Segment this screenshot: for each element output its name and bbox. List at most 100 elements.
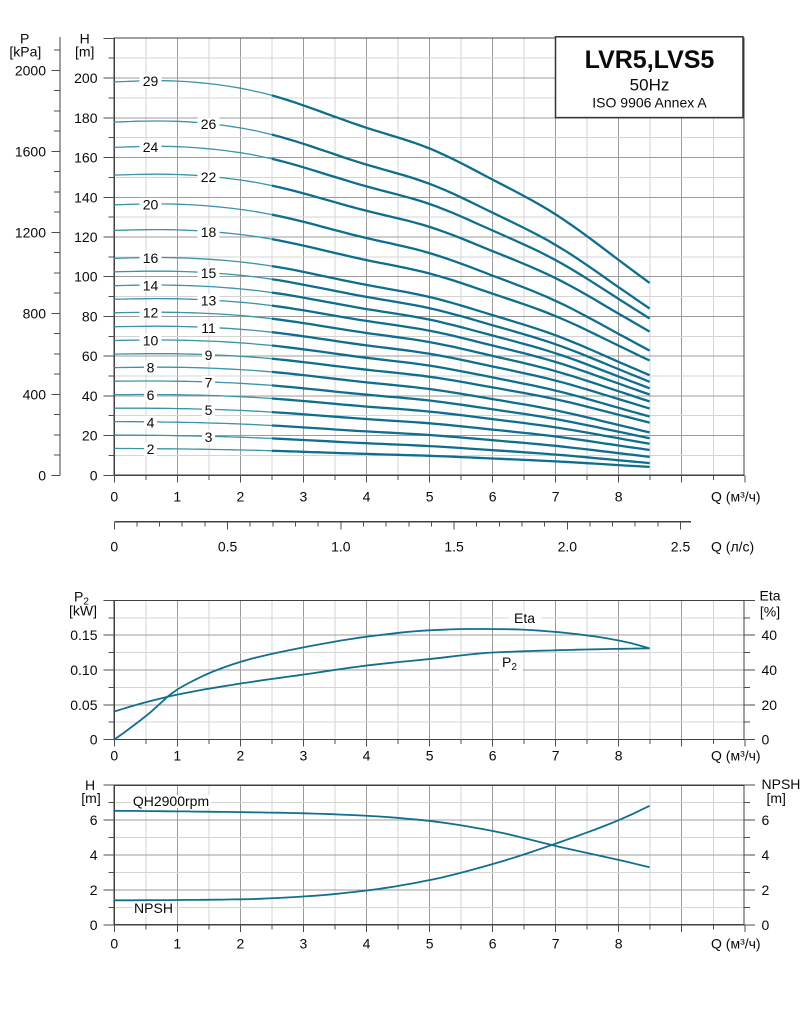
svg-text:9: 9 xyxy=(205,347,213,363)
svg-text:4: 4 xyxy=(363,748,371,764)
svg-text:400: 400 xyxy=(23,386,47,402)
svg-text:24: 24 xyxy=(143,139,159,155)
svg-text:4: 4 xyxy=(147,414,155,430)
svg-text:[%]: [%] xyxy=(760,604,780,620)
svg-text:6: 6 xyxy=(90,812,98,828)
svg-text:0.5: 0.5 xyxy=(218,539,238,555)
svg-text:QH2900rpm: QH2900rpm xyxy=(133,793,209,809)
svg-text:6: 6 xyxy=(147,387,155,403)
svg-text:7: 7 xyxy=(552,489,560,505)
svg-text:0.15: 0.15 xyxy=(70,627,97,643)
svg-text:1.0: 1.0 xyxy=(331,539,351,555)
svg-text:P: P xyxy=(20,30,29,46)
svg-text:1600: 1600 xyxy=(15,143,46,159)
svg-text:NPSH: NPSH xyxy=(762,776,801,792)
svg-text:Q (м³/ч): Q (м³/ч) xyxy=(711,489,761,505)
svg-text:5: 5 xyxy=(205,402,213,418)
svg-text:0: 0 xyxy=(38,467,46,483)
svg-text:0: 0 xyxy=(110,936,118,952)
svg-text:0: 0 xyxy=(110,539,118,555)
svg-text:8: 8 xyxy=(615,936,623,952)
svg-text:11: 11 xyxy=(201,320,216,336)
svg-text:8: 8 xyxy=(615,489,623,505)
svg-text:200: 200 xyxy=(74,70,98,86)
svg-text:4: 4 xyxy=(762,847,770,863)
svg-text:H: H xyxy=(85,777,95,793)
svg-text:Q (л/с): Q (л/с) xyxy=(711,539,754,555)
svg-text:40: 40 xyxy=(762,627,778,643)
svg-text:[kW]: [kW] xyxy=(69,603,97,619)
svg-text:100: 100 xyxy=(74,269,98,285)
svg-text:1: 1 xyxy=(173,748,181,764)
svg-text:13: 13 xyxy=(201,293,217,309)
svg-text:7: 7 xyxy=(205,374,213,390)
svg-text:6: 6 xyxy=(489,748,497,764)
svg-text:6: 6 xyxy=(489,936,497,952)
svg-text:1200: 1200 xyxy=(15,224,46,240)
svg-text:[kPa]: [kPa] xyxy=(9,43,41,59)
svg-text:0: 0 xyxy=(110,489,118,505)
svg-text:26: 26 xyxy=(201,116,217,132)
svg-text:NPSH: NPSH xyxy=(134,900,173,916)
svg-text:1.5: 1.5 xyxy=(444,539,464,555)
svg-text:6: 6 xyxy=(489,489,497,505)
svg-text:[m]: [m] xyxy=(75,43,94,59)
svg-text:3: 3 xyxy=(300,748,308,764)
svg-text:LVR5,LVS5: LVR5,LVS5 xyxy=(585,46,715,74)
svg-text:22: 22 xyxy=(201,169,217,185)
svg-text:0: 0 xyxy=(90,732,98,748)
svg-text:14: 14 xyxy=(143,278,159,294)
svg-text:80: 80 xyxy=(82,308,98,324)
svg-text:2000: 2000 xyxy=(15,62,46,78)
svg-text:0: 0 xyxy=(762,917,770,933)
svg-text:2.0: 2.0 xyxy=(558,539,578,555)
svg-text:4: 4 xyxy=(363,936,371,952)
svg-text:120: 120 xyxy=(74,229,98,245)
svg-text:7: 7 xyxy=(552,748,560,764)
svg-text:0: 0 xyxy=(90,917,98,933)
svg-text:Eta: Eta xyxy=(514,610,535,626)
svg-text:0: 0 xyxy=(110,748,118,764)
svg-text:4: 4 xyxy=(363,489,371,505)
svg-text:20: 20 xyxy=(82,428,98,444)
svg-text:[m]: [m] xyxy=(767,790,786,806)
svg-text:18: 18 xyxy=(201,224,217,240)
svg-text:0: 0 xyxy=(90,467,98,483)
svg-text:140: 140 xyxy=(74,189,98,205)
svg-text:Eta: Eta xyxy=(759,587,780,603)
svg-text:2: 2 xyxy=(237,489,245,505)
svg-text:Q (м³/ч): Q (м³/ч) xyxy=(711,936,761,952)
svg-text:2: 2 xyxy=(237,748,245,764)
svg-text:2: 2 xyxy=(90,882,98,898)
svg-text:7: 7 xyxy=(552,936,560,952)
svg-text:H: H xyxy=(80,30,90,46)
svg-text:50Hz: 50Hz xyxy=(630,76,670,95)
svg-text:Q (м³/ч): Q (м³/ч) xyxy=(711,748,761,764)
svg-text:40: 40 xyxy=(762,662,778,678)
svg-text:800: 800 xyxy=(23,305,47,321)
svg-text:0.10: 0.10 xyxy=(70,662,97,678)
svg-text:6: 6 xyxy=(762,812,770,828)
svg-text:5: 5 xyxy=(426,936,434,952)
svg-text:60: 60 xyxy=(82,348,98,364)
svg-text:1: 1 xyxy=(173,936,181,952)
svg-text:12: 12 xyxy=(143,305,159,321)
svg-text:3: 3 xyxy=(300,489,308,505)
svg-text:2: 2 xyxy=(762,882,770,898)
svg-text:2: 2 xyxy=(237,936,245,952)
svg-text:0.05: 0.05 xyxy=(70,697,97,713)
svg-text:20: 20 xyxy=(143,196,159,212)
svg-text:0: 0 xyxy=(762,732,770,748)
svg-text:5: 5 xyxy=(426,489,434,505)
svg-text:1: 1 xyxy=(173,489,181,505)
svg-text:40: 40 xyxy=(82,388,98,404)
svg-text:15: 15 xyxy=(201,265,217,281)
svg-text:[m]: [m] xyxy=(81,790,100,806)
svg-text:5: 5 xyxy=(426,748,434,764)
svg-text:180: 180 xyxy=(74,110,98,126)
svg-text:ISO 9906 Annex A: ISO 9906 Annex A xyxy=(592,95,707,111)
svg-text:160: 160 xyxy=(74,150,98,166)
svg-text:8: 8 xyxy=(147,360,155,376)
svg-text:20: 20 xyxy=(762,697,778,713)
svg-text:2.5: 2.5 xyxy=(671,539,691,555)
